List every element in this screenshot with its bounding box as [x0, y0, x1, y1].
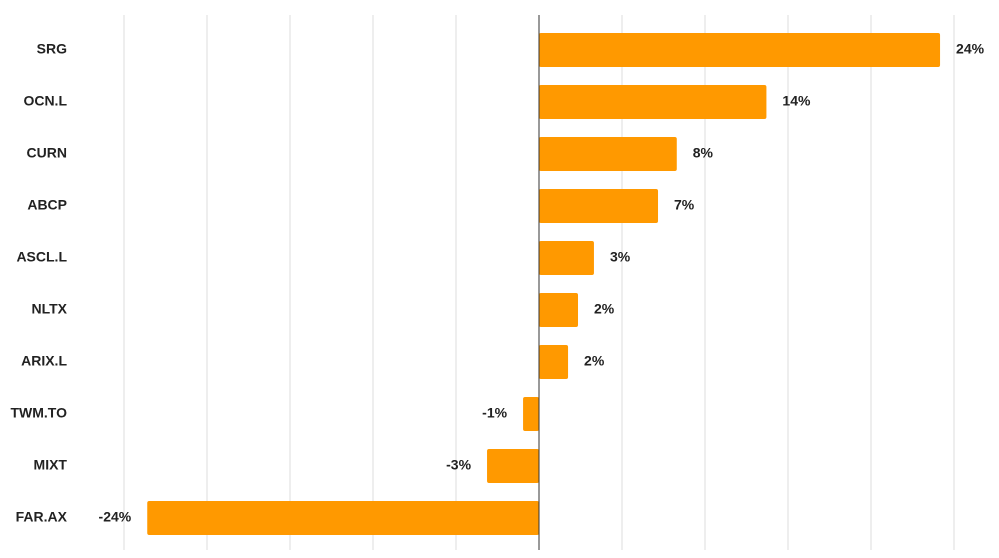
bar: [147, 501, 540, 535]
bar: [539, 189, 659, 223]
value-label: 2%: [584, 353, 605, 369]
value-label: 7%: [674, 197, 695, 213]
y-tick-label: OCN.L: [23, 93, 67, 109]
y-tick-label: ARIX.L: [21, 353, 67, 369]
value-label: -24%: [99, 509, 132, 525]
value-label: 3%: [610, 249, 631, 265]
value-label: 14%: [782, 93, 811, 109]
bar: [487, 449, 539, 483]
value-label: 2%: [594, 301, 615, 317]
value-label: -3%: [446, 457, 471, 473]
value-label: 8%: [693, 145, 714, 161]
y-tick-label: TWM.TO: [10, 405, 67, 421]
y-tick-label: ABCP: [27, 197, 67, 213]
y-tick-label: FAR.AX: [16, 509, 68, 525]
bar: [539, 241, 594, 275]
value-label: -1%: [482, 405, 507, 421]
bar: [523, 397, 539, 431]
bar: [539, 33, 941, 67]
bar: [539, 137, 677, 171]
y-tick-label: SRG: [37, 41, 67, 57]
bar: [539, 293, 579, 327]
value-label: 24%: [956, 41, 985, 57]
y-tick-label: ASCL.L: [16, 249, 67, 265]
bar: [539, 345, 569, 379]
y-tick-label: CURN: [27, 145, 67, 161]
y-tick-label: MIXT: [34, 457, 68, 473]
bar: [539, 85, 767, 119]
y-tick-label: NLTX: [31, 301, 67, 317]
